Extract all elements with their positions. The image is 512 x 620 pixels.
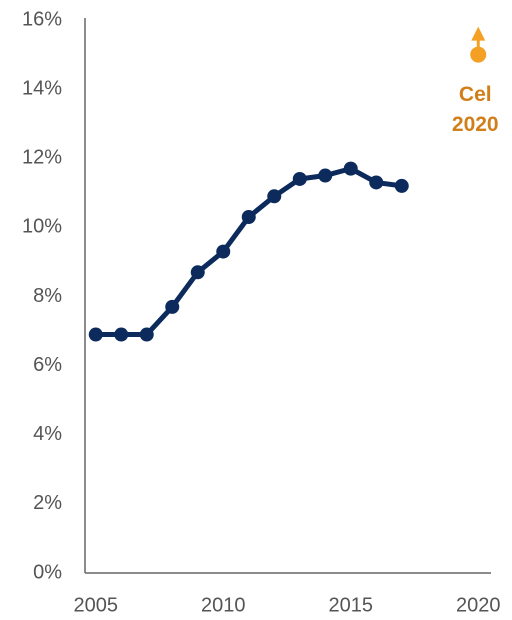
target-point [470, 46, 487, 63]
data-point [88, 327, 103, 342]
data-point [343, 161, 358, 176]
y-tick-label: 6% [33, 354, 62, 376]
target-arrow-head [471, 26, 486, 41]
y-tick-label: 0% [33, 561, 62, 583]
target-label: Cel [459, 83, 492, 106]
data-point [216, 244, 231, 259]
series-line [95, 166, 403, 338]
x-tick-label: 2005 [74, 594, 119, 616]
data-point [165, 299, 180, 314]
data-point [139, 327, 154, 342]
data-point [394, 178, 409, 193]
data-point [318, 168, 333, 183]
target-label: 2020 [452, 113, 499, 136]
x-tick-label: 2010 [201, 594, 246, 616]
x-tick-label: 2015 [329, 594, 374, 616]
data-point [267, 189, 282, 204]
y-tick-label: 10% [22, 216, 62, 238]
data-point [292, 171, 307, 186]
y-tick-label: 12% [22, 147, 62, 169]
data-point [369, 175, 384, 190]
data-point [241, 210, 256, 225]
data-point [114, 327, 129, 342]
y-tick-label: 8% [33, 285, 62, 307]
data-point [190, 265, 205, 280]
y-tick-label: 14% [22, 77, 62, 99]
y-tick-label: 4% [33, 423, 62, 445]
y-tick-label: 16% [22, 8, 62, 30]
x-tick-label: 2020 [456, 594, 501, 616]
y-tick-label: 2% [33, 492, 62, 514]
